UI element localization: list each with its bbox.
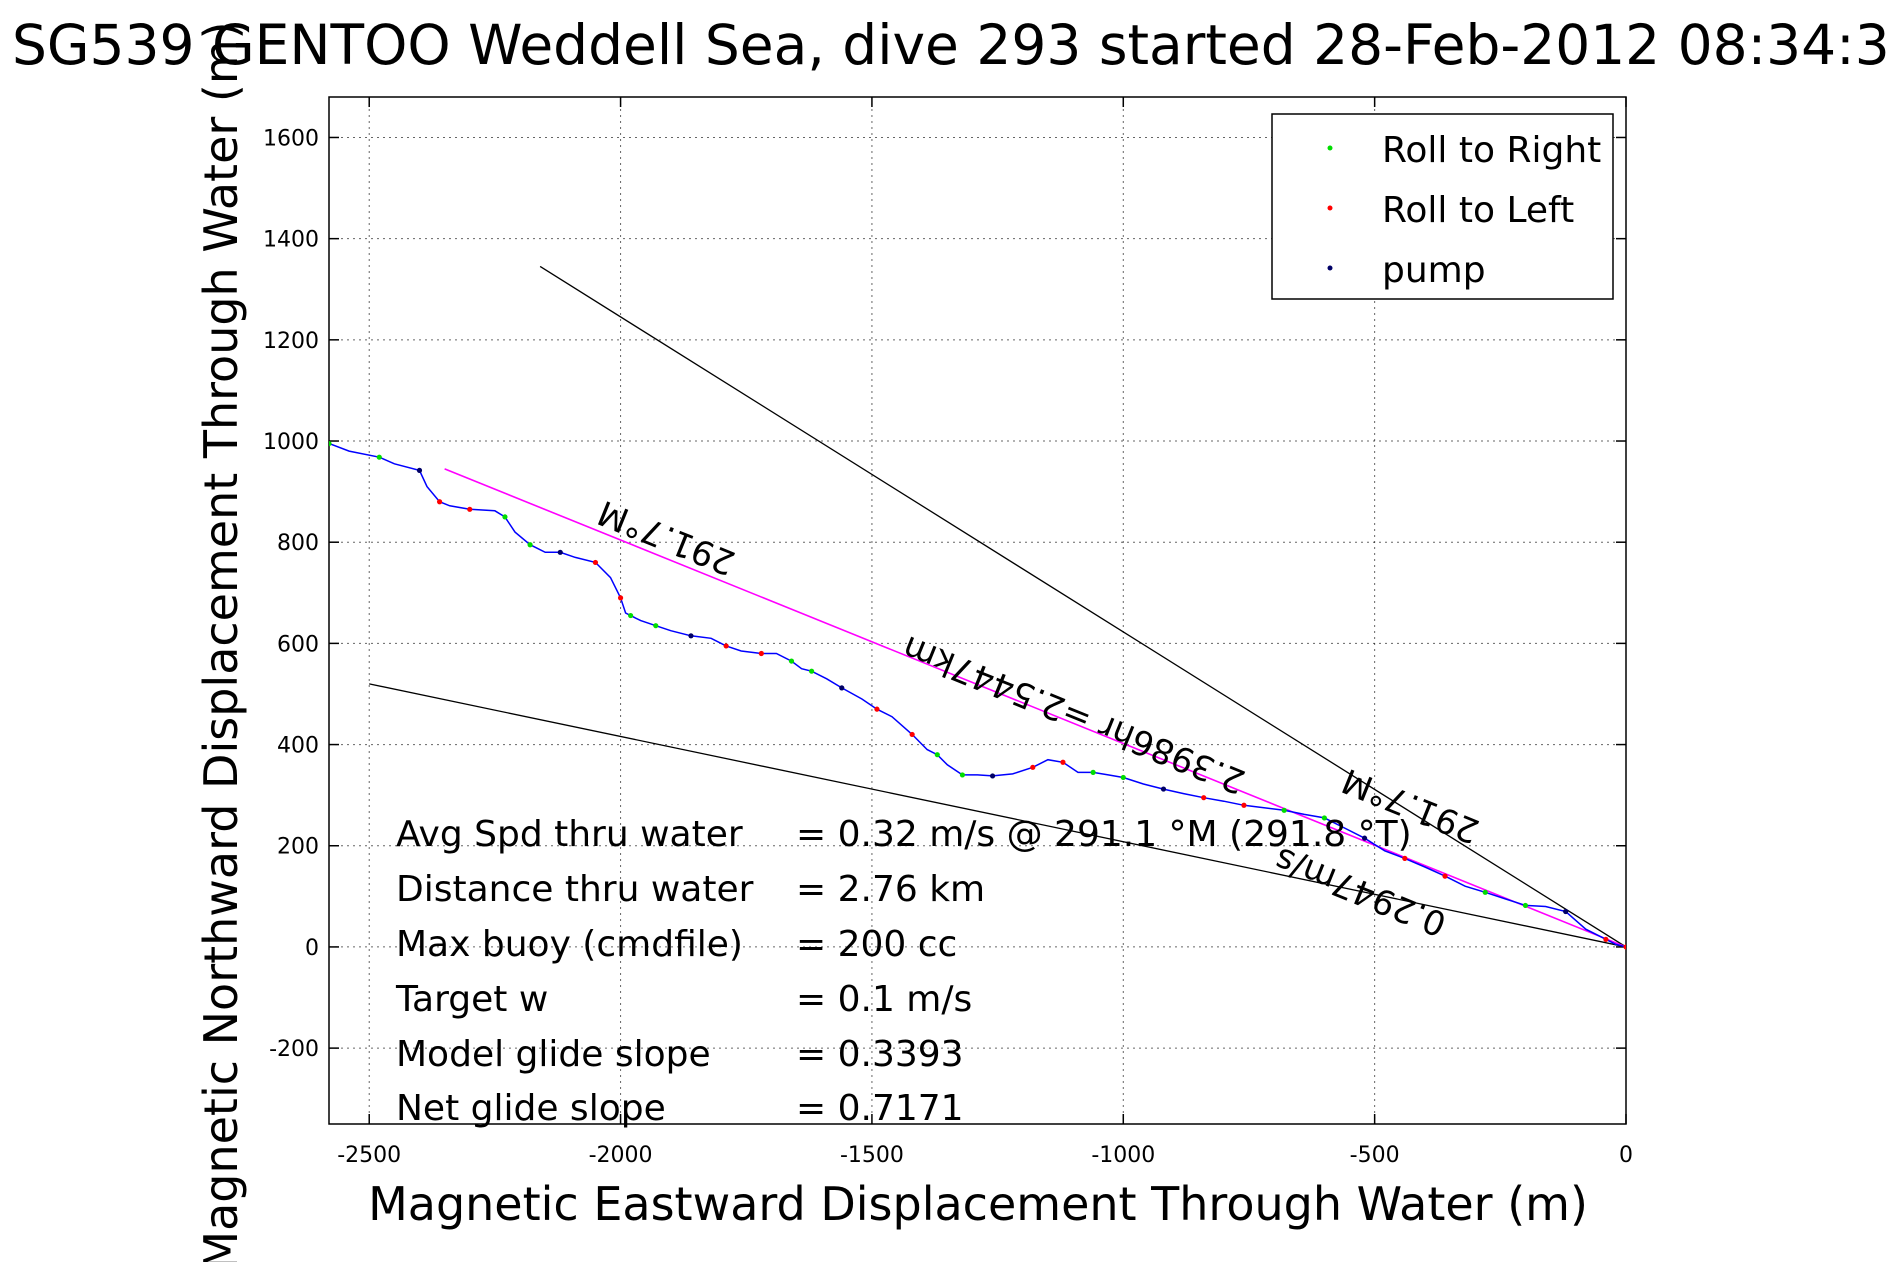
plot-annotation: 2.3986hr =2.5447km [897, 627, 1251, 801]
track-marker [527, 542, 533, 548]
track-marker [1060, 759, 1066, 765]
track-marker [839, 685, 845, 691]
track-marker [1361, 835, 1368, 841]
legend-label: Roll to Left [1382, 190, 1574, 231]
track-marker [467, 506, 473, 512]
x-tick-label: -500 [1350, 1143, 1400, 1168]
y-axis-label: Magnetic Northward Displacement Through … [194, 21, 248, 1262]
y-tick-label: 200 [277, 835, 319, 860]
track-marker [416, 467, 423, 473]
track-marker [1120, 774, 1126, 781]
y-tick-label: 400 [277, 734, 319, 759]
track-marker [758, 650, 764, 657]
lower-cone-line [369, 683, 1626, 948]
track-marker [436, 499, 443, 505]
axes-frame [328, 96, 1627, 1125]
track-marker [1160, 786, 1167, 792]
chart-title: SG539 GENTOO Weddell Sea, dive 293 start… [12, 13, 1890, 77]
stats-label: Avg Spd thru water [396, 814, 743, 855]
plot-annotation: 291.7°M [593, 492, 741, 583]
track-marker [1030, 764, 1036, 770]
x-axis-label: Magnetic Eastward Displacement Through W… [368, 1177, 1588, 1231]
plot-area: -2500 -2000 -1500 -1000 -500 0-20002004006008… [263, 96, 1633, 1168]
y-tick-label: 0 [305, 936, 319, 961]
stats-label: Max buoy (cmdfile) [396, 924, 743, 965]
stats-value: = 0.3393 [796, 1034, 964, 1075]
track-marker [934, 752, 940, 758]
track-marker [809, 668, 815, 674]
legend: Roll to Right Roll to Left pump [1271, 113, 1614, 300]
stats-value: = 2.76 km [796, 869, 985, 910]
stats-value: = 0.32 m/s @ 291.1 °M (291.8 °T) [796, 814, 1412, 855]
track-marker [329, 440, 332, 447]
track-marker [1603, 936, 1609, 942]
track-marker [788, 658, 795, 664]
track-marker [557, 549, 563, 555]
track-marker [653, 623, 659, 629]
track-marker [1201, 795, 1207, 801]
track-marker [1241, 802, 1247, 808]
track-marker [723, 643, 729, 649]
track-marker [688, 633, 694, 639]
y-tick-label: 600 [277, 632, 319, 657]
track-marker [1482, 889, 1488, 895]
y-tick-label: 800 [277, 531, 319, 556]
x-tick-label: -2500 [337, 1143, 401, 1168]
stats-label: Model glide slope [396, 1034, 711, 1075]
x-tick-label: -2000 [589, 1143, 653, 1168]
legend-label: pump [1382, 250, 1486, 291]
upper-cone-line [539, 265, 1626, 948]
track-marker [959, 772, 966, 778]
stats-label: Target w [395, 979, 548, 1020]
track-marker [1623, 944, 1626, 950]
x-tick-label: -1500 [840, 1143, 904, 1168]
y-tick-label: 1400 [263, 228, 319, 253]
track-marker [1522, 902, 1529, 909]
y-tick-label: 1600 [263, 126, 319, 151]
y-tick-label: 1000 [263, 430, 319, 455]
y-tick-label: 1200 [263, 329, 319, 354]
stats-label: Net glide slope [396, 1088, 666, 1129]
x-tick-label: -1000 [1091, 1143, 1155, 1168]
track-marker [909, 731, 915, 738]
dive-track-line [329, 442, 1626, 948]
track-marker [502, 514, 508, 520]
track-marker [1442, 873, 1448, 879]
stats-value: = 200 cc [796, 924, 957, 965]
legend-marker [1327, 205, 1333, 211]
stats-value: = 0.1 m/s [796, 979, 972, 1020]
track-marker [376, 454, 382, 460]
track-marker [989, 773, 996, 779]
track-marker [1281, 807, 1287, 813]
average-heading-line [444, 468, 1626, 948]
x-tick-label: 0 [1619, 1143, 1633, 1168]
track-marker [1321, 815, 1327, 821]
stats-label: Distance thru water [396, 869, 754, 910]
track-marker [1402, 855, 1408, 861]
track-marker [628, 612, 634, 619]
legend-marker [1327, 145, 1333, 151]
track-marker [1563, 908, 1569, 915]
track-marker [874, 706, 880, 712]
track-marker [617, 595, 624, 601]
track-marker [592, 559, 599, 566]
track-marker [1090, 769, 1096, 775]
stats-value: = 0.7171 [796, 1088, 964, 1129]
y-tick-label: -200 [269, 1037, 319, 1062]
legend-marker [1327, 265, 1333, 271]
legend-label: Roll to Right [1382, 130, 1601, 171]
